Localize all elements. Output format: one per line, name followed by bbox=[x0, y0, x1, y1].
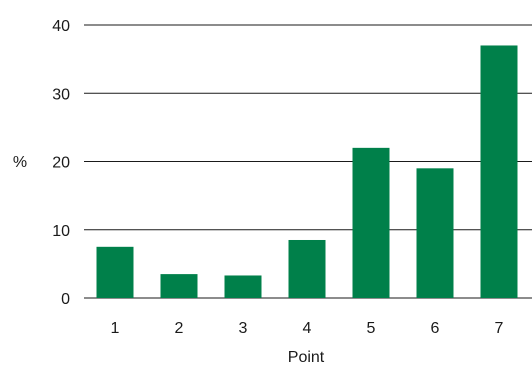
bars bbox=[96, 45, 518, 298]
y-tick-label: 0 bbox=[61, 291, 70, 308]
x-tick-label: 2 bbox=[175, 320, 184, 337]
y-axis-label: % bbox=[13, 154, 27, 171]
x-tick-label: 7 bbox=[495, 320, 504, 337]
bar-4 bbox=[288, 239, 326, 298]
y-tick-label: 20 bbox=[52, 155, 70, 172]
y-tick-label: 40 bbox=[52, 18, 70, 35]
x-tick-label: 3 bbox=[239, 320, 248, 337]
gridlines bbox=[84, 24, 532, 299]
y-tick-labels: 0 10 20 30 40 bbox=[52, 18, 70, 308]
y-tick-label: 10 bbox=[52, 223, 70, 240]
x-tick-label: 1 bbox=[111, 320, 120, 337]
x-tick-labels: 1 2 3 4 5 6 7 bbox=[111, 320, 504, 337]
bar-3 bbox=[224, 275, 262, 298]
bar-7 bbox=[480, 45, 518, 298]
bar-2 bbox=[160, 274, 198, 298]
x-axis-label: Point bbox=[288, 349, 325, 366]
bar-5 bbox=[352, 147, 390, 298]
bar-1 bbox=[96, 246, 134, 298]
y-tick-label: 30 bbox=[52, 86, 70, 103]
bar-6 bbox=[416, 168, 454, 298]
x-tick-label: 5 bbox=[367, 320, 376, 337]
x-tick-label: 4 bbox=[303, 320, 312, 337]
x-tick-label: 6 bbox=[431, 320, 440, 337]
